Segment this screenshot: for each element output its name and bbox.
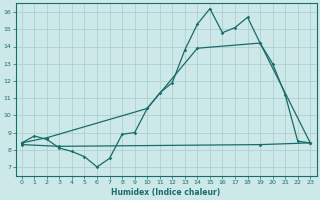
X-axis label: Humidex (Indice chaleur): Humidex (Indice chaleur)	[111, 188, 221, 197]
